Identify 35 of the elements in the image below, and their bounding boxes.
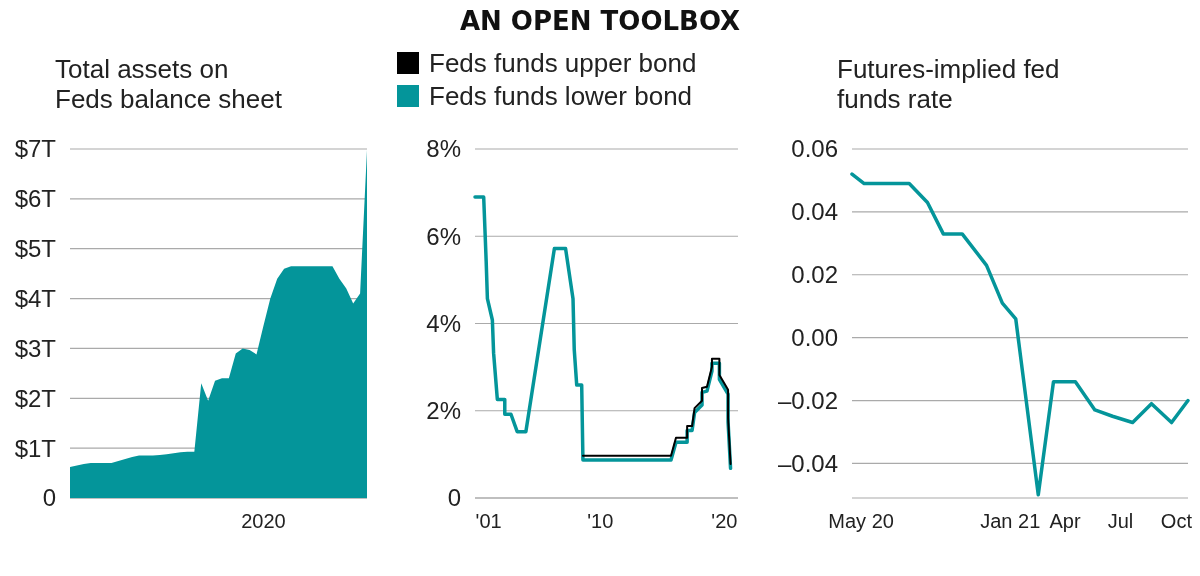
x-tick-label: '10: [587, 510, 614, 532]
y-tick-label: $7T: [14, 135, 57, 163]
y-tick-label: $6T: [14, 185, 57, 213]
y-tick-label: $5T: [14, 235, 57, 263]
y-tick-label: $1T: [14, 434, 57, 462]
x-tick-label: Jul: [1107, 510, 1134, 532]
y-tick-label: –0.02: [777, 386, 838, 414]
chart-title: AN OPEN TOOLBOX: [459, 6, 741, 36]
y-tick-label: $3T: [14, 334, 57, 362]
x-tick-label: Apr: [1049, 510, 1081, 532]
y-tick-label: $4T: [14, 284, 57, 312]
chart-title: Total assets on Feds balance sheet: [55, 54, 283, 114]
line-series: [850, 172, 1190, 497]
x-tick-label: Oct: [1160, 510, 1193, 532]
y-tick-label: 0.02: [791, 261, 838, 289]
x-tick-label: 2020: [241, 510, 286, 532]
y-tick-label: 8%: [426, 135, 461, 163]
y-tick-label: 2%: [426, 397, 461, 425]
y-tick-label: 6%: [426, 222, 461, 250]
y-tick-label: 0: [42, 484, 56, 512]
y-tick-label: 0.04: [791, 198, 838, 226]
y-tick-label: $2T: [14, 384, 57, 412]
legend-label: Feds funds upper bond: [429, 48, 697, 79]
x-tick-label: '20: [711, 510, 738, 532]
y-tick-label: 0.00: [791, 324, 838, 352]
legend-label: Feds funds lower bond: [429, 81, 693, 112]
line-series: [581, 357, 732, 465]
y-tick-label: 0: [447, 484, 461, 512]
y-tick-label: 0.06: [791, 135, 838, 163]
x-tick-label: '01: [475, 510, 502, 532]
x-tick-label: Jan 21: [980, 510, 1041, 532]
chart-title: Futures-implied fed funds rate: [837, 54, 1060, 114]
y-tick-label: –0.04: [777, 449, 838, 477]
y-tick-label: 4%: [426, 309, 461, 337]
x-tick-label: May 20: [828, 510, 894, 532]
